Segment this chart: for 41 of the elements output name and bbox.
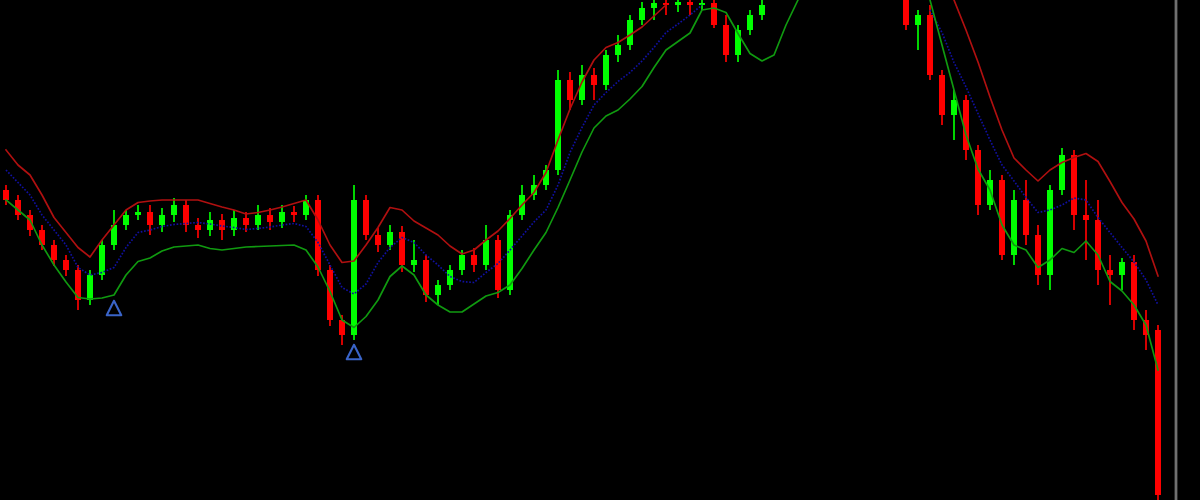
candlestick: [375, 227, 381, 253]
candlestick: [447, 264, 453, 291]
candlestick: [111, 209, 117, 251]
candlestick: [279, 204, 285, 229]
candlestick: [759, 0, 765, 21]
candlestick: [675, 0, 681, 13]
candlestick: [411, 239, 417, 273]
candlestick: [219, 213, 225, 241]
candlestick: [243, 211, 249, 233]
candlestick: [231, 209, 237, 237]
candlestick: [291, 205, 297, 223]
candlestick: [159, 207, 165, 233]
candlestick: [339, 314, 345, 346]
candlestick: [387, 224, 393, 251]
candlestick: [123, 209, 129, 231]
candlestick: [1119, 257, 1125, 291]
candlestick: [615, 34, 621, 63]
candlestick: [711, 0, 717, 29]
candlestick: [951, 89, 957, 141]
candlestick: [267, 207, 273, 231]
candlestick: [639, 1, 645, 26]
candlestick: [255, 204, 261, 231]
candlestick: [171, 197, 177, 223]
candlestick: [195, 217, 201, 239]
candlestick: [915, 9, 921, 51]
candlestick: [567, 71, 573, 111]
candlestick: [687, 0, 693, 16]
candlestick: [63, 254, 69, 277]
candlestick: [51, 239, 57, 267]
candlestick: [747, 9, 753, 36]
candlestick: [135, 204, 141, 221]
candlestick: [3, 184, 9, 206]
candlestick: [651, 0, 657, 21]
candlestick: [435, 279, 441, 306]
candlestick: [1083, 179, 1089, 261]
candlestick: [459, 249, 465, 276]
candlestick: [471, 247, 477, 273]
candlestick: [591, 67, 597, 101]
candlestick: [183, 199, 189, 233]
candlestick: [147, 204, 153, 236]
candlestick: [1107, 254, 1113, 306]
